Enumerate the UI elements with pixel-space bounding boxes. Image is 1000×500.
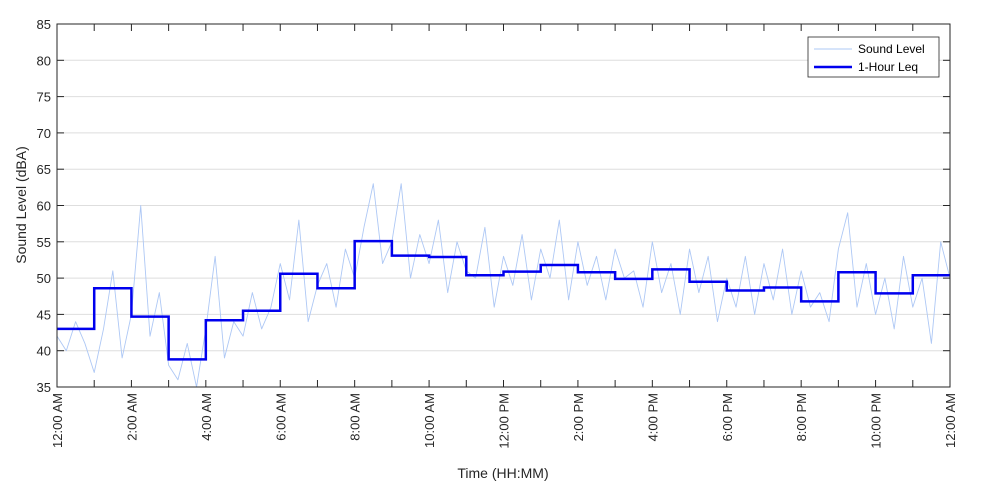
x-tick-label: 12:00 AM	[50, 393, 65, 448]
x-axis-title: Time (HH:MM)	[457, 465, 548, 481]
x-tick-label: 10:00 AM	[422, 393, 437, 448]
x-tick-label: 10:00 PM	[869, 393, 884, 449]
y-tick-label: 35	[37, 380, 51, 395]
x-tick-labels: 12:00 AM 2:00 AM 4:00 AM 6:00 AM 8:00 AM 10:0…	[50, 393, 958, 449]
x-tick-label: 4:00 PM	[645, 393, 660, 441]
y-tick-label: 70	[37, 126, 51, 141]
y-tick-label: 40	[37, 344, 51, 359]
x-tick-label: 2:00 AM	[124, 393, 139, 441]
y-tick-labels: 35 40 45 50 55 60 65 70 75 80 85	[37, 17, 51, 395]
y-axis-title: Sound Level (dBA)	[13, 146, 29, 264]
y-tick-label: 75	[37, 90, 51, 105]
y-tick-label: 50	[37, 271, 51, 286]
axis-ticks	[56, 23, 951, 388]
y-tick-label: 80	[37, 53, 51, 68]
x-tick-label: 6:00 PM	[720, 393, 735, 441]
legend-box	[807, 36, 940, 78]
x-tick-label: 4:00 AM	[199, 393, 214, 441]
legend-label-sound-level: Sound Level	[858, 42, 925, 56]
x-tick-label: 6:00 AM	[273, 393, 288, 441]
x-tick-label: 12:00 AM	[943, 393, 958, 448]
y-tick-label: 45	[37, 307, 51, 322]
series-line-1-hour-leq	[57, 239, 950, 361]
y-tick-label: 65	[37, 162, 51, 177]
series-layer	[56, 183, 951, 388]
x-tick-label: 12:00 PM	[497, 393, 512, 449]
y-tick-label: 60	[37, 199, 51, 214]
y-tick-label: 85	[37, 17, 51, 32]
x-tick-label: 2:00 PM	[571, 393, 586, 441]
y-tick-label: 55	[37, 235, 51, 250]
legend-label-1-hour-leq: 1-Hour Leq	[858, 60, 918, 74]
x-tick-label: 8:00 PM	[794, 393, 809, 441]
x-tick-label: 8:00 AM	[348, 393, 363, 441]
legend: Sound Level 1-Hour Leq	[807, 36, 940, 78]
